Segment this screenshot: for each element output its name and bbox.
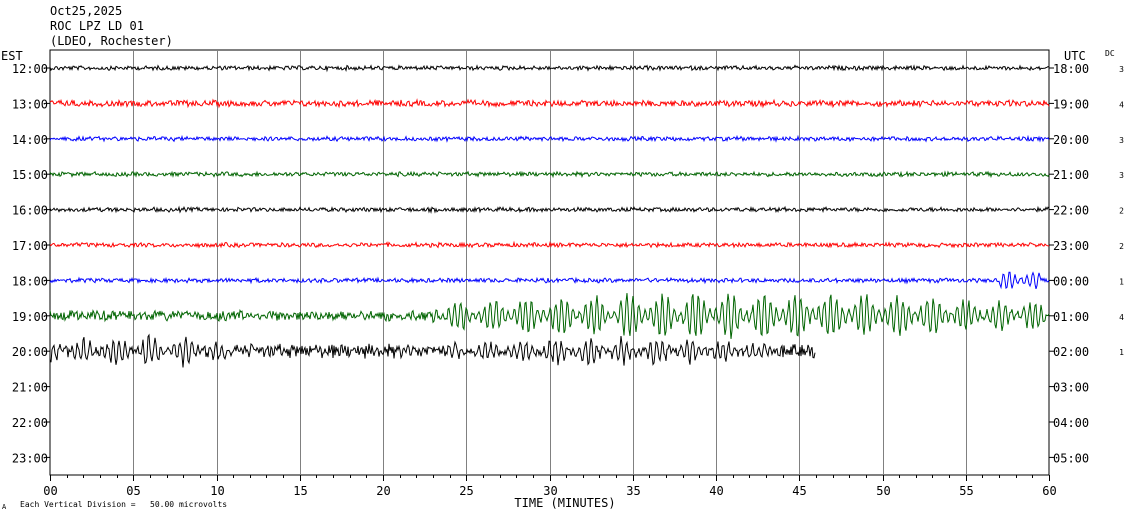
est-hour-label: 21:00 — [12, 381, 48, 395]
utc-hour-label: 03:00 — [1053, 381, 1089, 395]
dc-value: 3 — [1119, 136, 1124, 145]
scale-footnote: Each Vertical Division = 50.00 microvolt… — [20, 500, 228, 509]
x-tick-label: 00 — [43, 484, 57, 498]
dc-value: 4 — [1119, 100, 1124, 109]
utc-hour-label: 01:00 — [1053, 310, 1089, 324]
x-tick-label: 55 — [959, 484, 973, 498]
x-tick-label: 60 — [1042, 484, 1056, 498]
est-hour-label: 22:00 — [12, 416, 48, 430]
est-hour-label: 23:00 — [12, 451, 48, 465]
x-tick-label: 35 — [626, 484, 640, 498]
x-axis-title: TIME (MINUTES) — [514, 496, 616, 510]
chart-network-label: (LDEO, Rochester) — [50, 34, 173, 48]
dc-axis-label: DC — [1105, 49, 1115, 58]
est-hour-label: 17:00 — [12, 239, 48, 253]
dc-value: 1 — [1119, 277, 1124, 286]
dc-value: 3 — [1119, 65, 1124, 74]
x-tick-label: 20 — [376, 484, 390, 498]
seismic-traces — [49, 64, 1050, 368]
x-tick-label: 10 — [210, 484, 224, 498]
dc-value: 1 — [1119, 348, 1124, 357]
est-hour-label: 20:00 — [12, 345, 48, 359]
dc-value: 3 — [1119, 171, 1124, 180]
x-tick-label: 40 — [709, 484, 723, 498]
utc-axis-label: UTC — [1064, 49, 1086, 63]
grid-lines — [49, 49, 1050, 476]
utc-hour-label: 05:00 — [1053, 451, 1089, 465]
utc-hour-label: 04:00 — [1053, 416, 1089, 430]
chart-station-label: ROC LPZ LD 01 — [50, 19, 144, 33]
seismic-trace-1800 — [49, 271, 1050, 290]
est-axis-label: EST — [1, 49, 23, 63]
seismic-trace-1900 — [49, 293, 1050, 339]
est-hour-label: 13:00 — [12, 97, 48, 111]
dc-value: 4 — [1119, 313, 1124, 322]
utc-hour-label: 02:00 — [1053, 345, 1089, 359]
utc-hour-label: 18:00 — [1053, 62, 1089, 76]
x-tick-label: 15 — [293, 484, 307, 498]
x-tick-label: 25 — [459, 484, 473, 498]
seismic-trace-1400 — [49, 134, 1050, 143]
utc-hour-label: 20:00 — [1053, 133, 1089, 147]
est-hour-label: 15:00 — [12, 168, 48, 182]
seismic-trace-1300 — [49, 98, 1050, 109]
utc-hour-label: 22:00 — [1053, 204, 1089, 218]
x-tick-label: 45 — [792, 484, 806, 498]
est-hour-label: 14:00 — [12, 133, 48, 147]
plot-frame — [49, 49, 1050, 476]
utc-hour-label: 21:00 — [1053, 168, 1089, 182]
x-tick-label: 50 — [876, 484, 890, 498]
axis-ticks: 00 05 10 15 20 25 30 35 40 45 50 55 60 12:00 18:00 3 13:… — [12, 62, 1124, 498]
dc-value: 2 — [1119, 207, 1124, 216]
utc-hour-label: 00:00 — [1053, 274, 1089, 288]
x-tick-label: 30 — [543, 484, 557, 498]
est-hour-label: 19:00 — [12, 310, 48, 324]
seismic-trace-1600 — [49, 205, 1050, 214]
est-hour-label: 18:00 — [12, 274, 48, 288]
seismic-trace-1200 — [49, 64, 1050, 73]
footnote-mark: A — [2, 503, 7, 511]
dc-value: 2 — [1119, 242, 1124, 251]
utc-hour-label: 19:00 — [1053, 97, 1089, 111]
x-tick-label: 05 — [126, 484, 140, 498]
est-hour-label: 16:00 — [12, 204, 48, 218]
chart-title-date: Oct25,2025 — [50, 4, 123, 18]
seismic-trace-1700 — [49, 240, 1050, 249]
utc-hour-label: 23:00 — [1053, 239, 1089, 253]
est-hour-label: 12:00 — [12, 62, 48, 76]
seismic-trace-2000 — [49, 333, 816, 368]
seismic-trace-1500 — [49, 170, 1050, 179]
